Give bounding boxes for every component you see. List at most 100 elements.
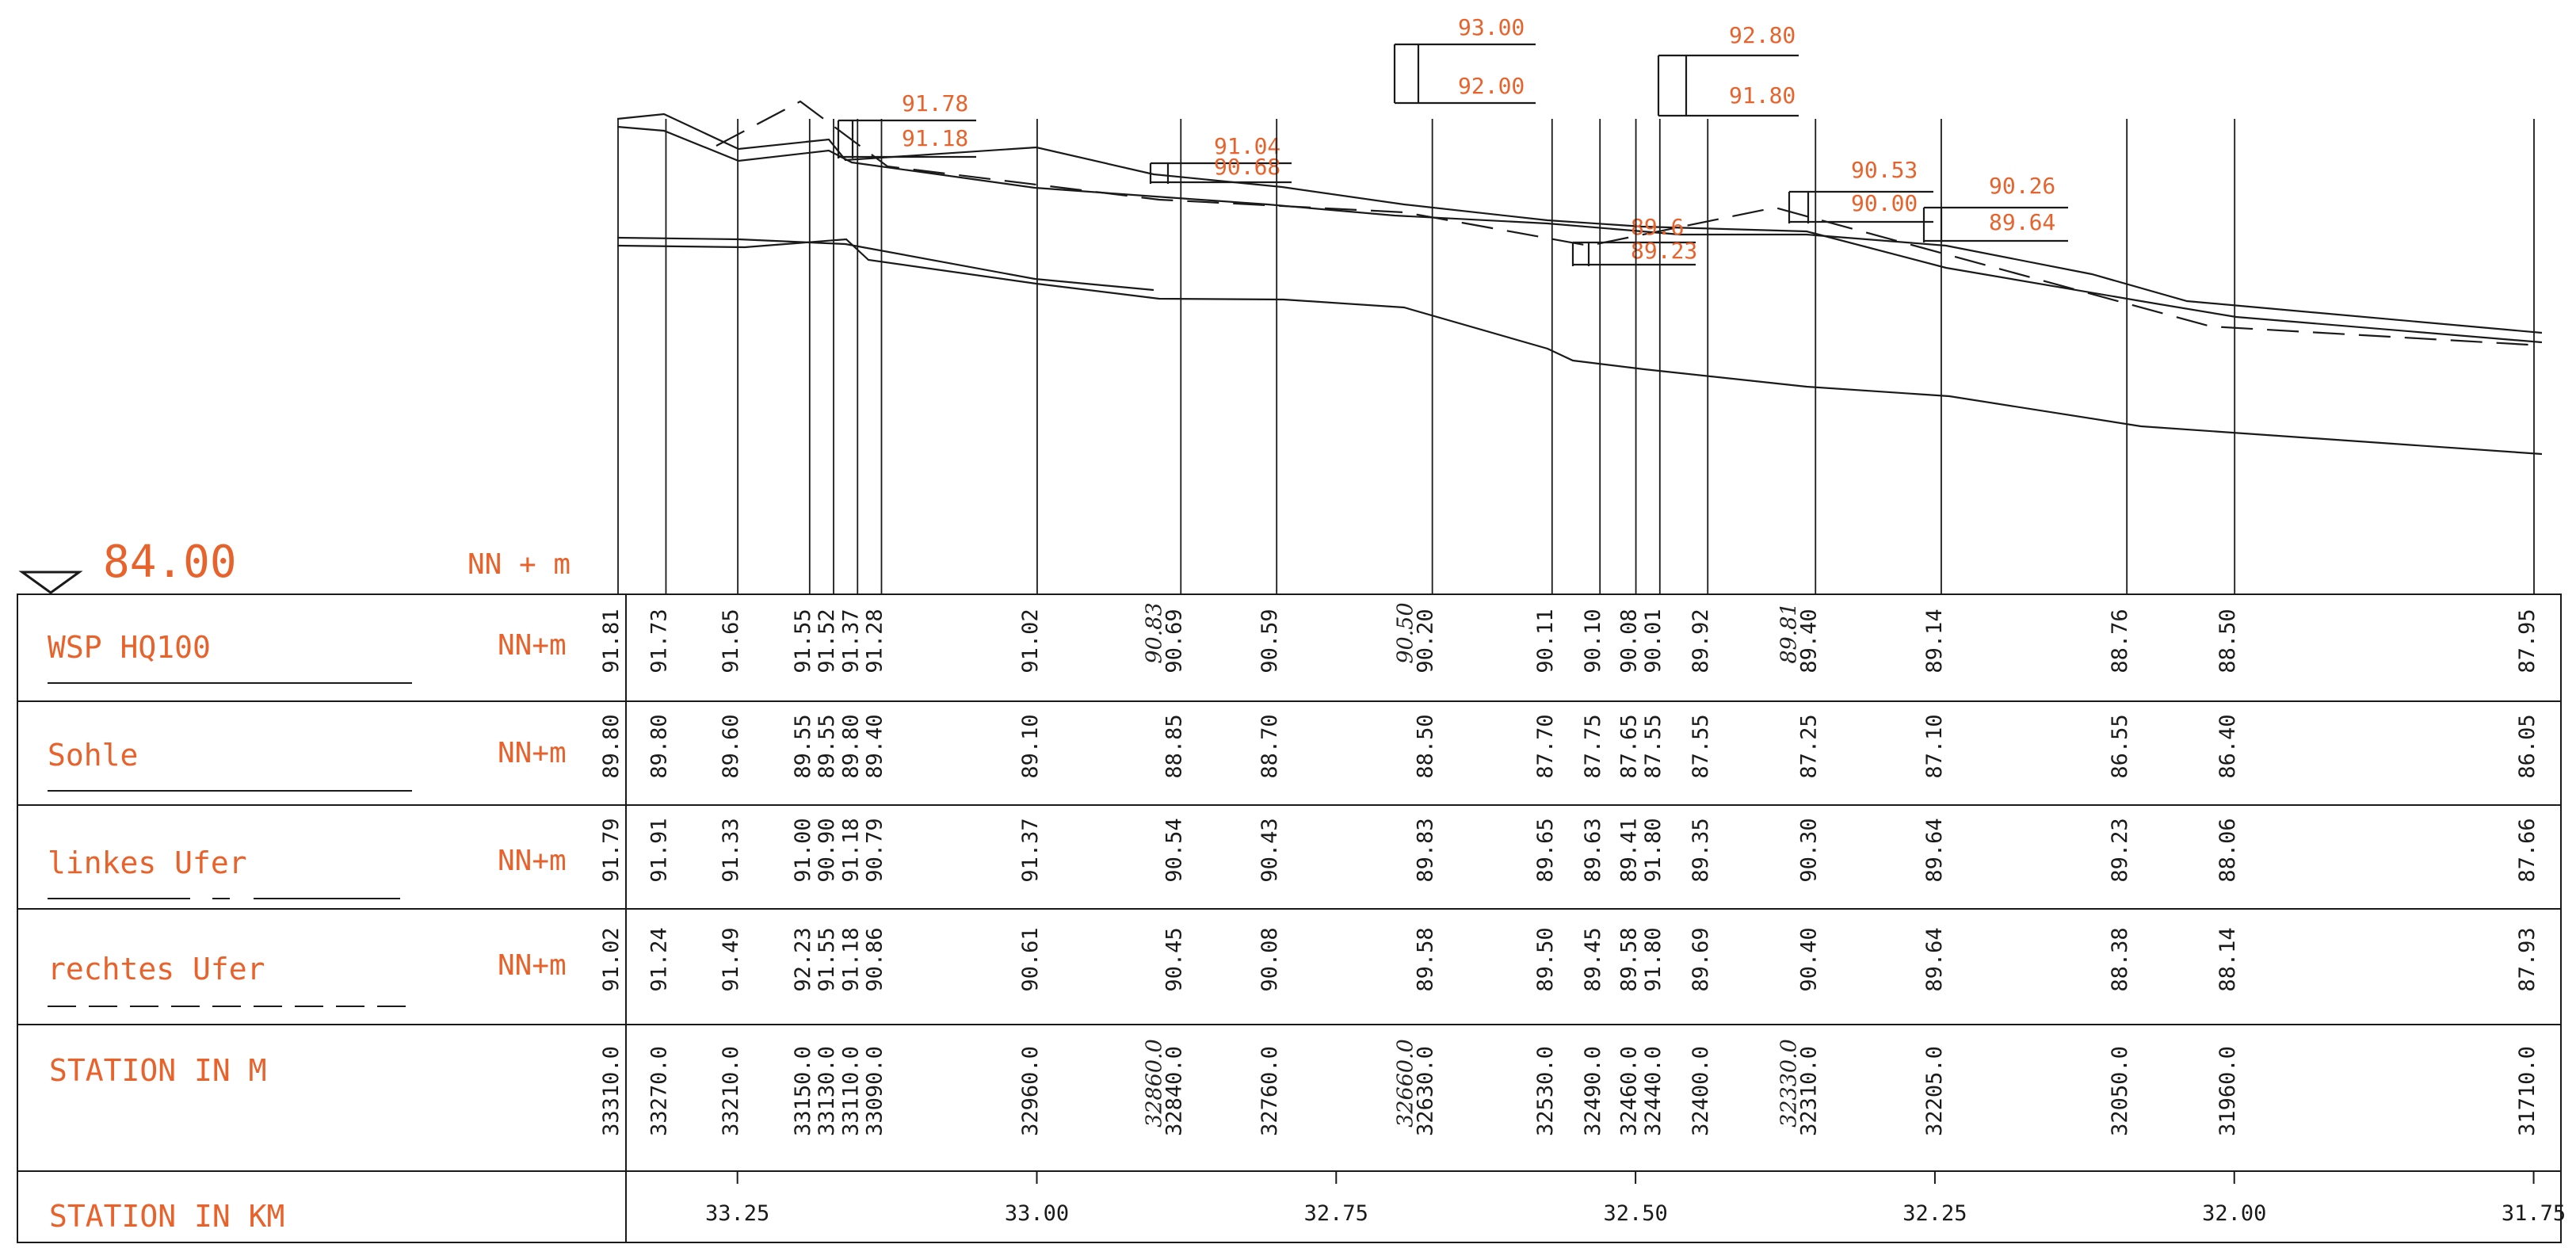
cell-links: 91.80 xyxy=(1641,818,1666,882)
row-unit-sohle: NN+m xyxy=(498,737,567,769)
cell-rechts: 90.61 xyxy=(1018,927,1043,991)
cell-rechts: 91.18 xyxy=(838,927,863,991)
reference-level-triangle xyxy=(18,571,83,594)
structure-6-bottom: 89.64 xyxy=(1989,209,2055,235)
cell-station: 32960.0 xyxy=(1018,1046,1043,1136)
cell-sohle: 87.55 xyxy=(1689,714,1713,778)
cell-wsp: 91.52 xyxy=(815,609,839,673)
handwritten-station-note: 32660.0 xyxy=(1394,1039,1418,1128)
structure-2-top: 91.04 xyxy=(1214,133,1280,159)
cell-wsp: 91.28 xyxy=(862,609,887,673)
cell-wsp: 91.81 xyxy=(599,609,624,673)
cell-station: 33110.0 xyxy=(838,1046,863,1136)
cell-links: 89.64 xyxy=(1922,818,1947,882)
dashed-wsp-line xyxy=(716,100,2543,347)
structure-2-outline xyxy=(1149,162,1292,184)
structure-6-outline xyxy=(1922,206,2068,242)
cell-wsp: 88.76 xyxy=(2108,609,2132,673)
cell-links: 87.66 xyxy=(2515,818,2540,882)
cell-rechts: 89.64 xyxy=(1922,927,1947,991)
cell-wsp: 91.37 xyxy=(838,609,863,673)
cell-links: 91.00 xyxy=(791,818,815,882)
cell-station: 33150.0 xyxy=(791,1046,815,1136)
reference-level-value: 84.00 xyxy=(103,536,237,588)
sub-line xyxy=(616,236,1154,292)
cell-station: 32310.0 xyxy=(1796,1046,1821,1136)
profile-lines xyxy=(616,100,2543,456)
structure-7-bottom: 89.23 xyxy=(1631,238,1697,264)
row-title-rechts: rechtes Ufer xyxy=(48,952,265,987)
cell-rechts: 90.45 xyxy=(1162,927,1186,991)
structure-3-outline xyxy=(1393,43,1536,105)
cell-wsp: 90.59 xyxy=(1257,609,1282,673)
profile-columns: 91.81 89.80 91.79 91.02 33310.0 91.73 89.80 91.… xyxy=(599,119,2540,1136)
cell-sohle: 87.55 xyxy=(1641,714,1666,778)
km-tick-label: 33.25 xyxy=(705,1201,769,1226)
cell-wsp: 87.95 xyxy=(2515,609,2540,673)
cell-sohle: 89.10 xyxy=(1018,714,1043,778)
cell-links: 89.83 xyxy=(1414,818,1438,882)
cell-rechts: 88.14 xyxy=(2215,927,2240,991)
km-tick-label: 32.50 xyxy=(1603,1201,1667,1226)
structure-2-bottom: 90.68 xyxy=(1214,154,1280,180)
cell-sohle: 89.55 xyxy=(815,714,839,778)
cell-links: 91.37 xyxy=(1018,818,1043,882)
cell-station: 32460.0 xyxy=(1617,1046,1642,1136)
structure-4-outline xyxy=(1657,54,1799,117)
cell-wsp: 89.92 xyxy=(1689,609,1713,673)
cell-sohle: 89.60 xyxy=(719,714,743,778)
cell-sohle: 87.25 xyxy=(1796,714,1821,778)
cell-station: 33130.0 xyxy=(815,1046,839,1136)
cell-wsp: 90.10 xyxy=(1581,609,1605,673)
cell-rechts: 90.40 xyxy=(1796,927,1821,991)
cell-sohle: 87.10 xyxy=(1922,714,1947,778)
cell-rechts: 90.86 xyxy=(862,927,887,991)
cell-station: 31960.0 xyxy=(2215,1046,2240,1136)
cell-sohle: 86.05 xyxy=(2515,714,2540,778)
row-title-km: STATION IN KM xyxy=(49,1199,284,1234)
cell-rechts: 89.58 xyxy=(1414,927,1438,991)
cell-links: 90.43 xyxy=(1257,818,1282,882)
table-grid xyxy=(17,593,2562,1243)
row-headers: WSP HQ100 NN+m Sohle NN+m linkes Ufer NN… xyxy=(48,629,567,1234)
structure-1-outline xyxy=(837,119,976,158)
cell-rechts: 89.50 xyxy=(1533,927,1558,991)
cell-rechts: 89.58 xyxy=(1617,927,1642,991)
cell-rechts: 89.45 xyxy=(1581,927,1605,991)
structure-4-top: 92.80 xyxy=(1729,22,1796,48)
structure-3-top: 93.00 xyxy=(1458,14,1525,40)
cell-sohle: 88.70 xyxy=(1257,714,1282,778)
cell-sohle: 89.55 xyxy=(791,714,815,778)
cell-links: 89.35 xyxy=(1689,818,1713,882)
cell-links: 90.79 xyxy=(862,818,887,882)
bank-line xyxy=(616,113,2543,344)
cell-sohle: 89.80 xyxy=(647,714,671,778)
structure-5-top: 90.53 xyxy=(1851,157,1918,183)
cell-station: 32760.0 xyxy=(1257,1046,1282,1136)
water-surface-line xyxy=(616,125,2543,334)
cell-links: 91.79 xyxy=(599,818,624,882)
cell-station: 32440.0 xyxy=(1641,1046,1666,1136)
cell-wsp: 88.50 xyxy=(2215,609,2240,673)
row-title-sohle: Sohle xyxy=(48,738,138,773)
cell-wsp: 90.08 xyxy=(1617,609,1642,673)
cell-sohle: 86.55 xyxy=(2108,714,2132,778)
structure-3-bottom: 92.00 xyxy=(1458,73,1525,99)
cell-wsp: 90.69 xyxy=(1162,609,1186,673)
cell-links: 90.54 xyxy=(1162,818,1186,882)
cell-sohle: 87.70 xyxy=(1533,714,1558,778)
cell-rechts: 89.69 xyxy=(1689,927,1713,991)
row-title-wsp: WSP HQ100 xyxy=(48,630,211,665)
cell-station: 32630.0 xyxy=(1414,1046,1438,1136)
cell-wsp: 90.11 xyxy=(1533,609,1558,673)
structure-6-top: 90.26 xyxy=(1989,173,2055,199)
cell-wsp: 91.02 xyxy=(1018,609,1043,673)
cell-links: 91.18 xyxy=(838,818,863,882)
row-unit-rechts: NN+m xyxy=(498,949,567,982)
cell-station: 32530.0 xyxy=(1533,1046,1558,1136)
cell-sohle: 89.40 xyxy=(862,714,887,778)
cell-station: 33210.0 xyxy=(719,1046,743,1136)
cell-rechts: 91.49 xyxy=(719,927,743,991)
structure-7-top: 89.6 xyxy=(1631,214,1684,240)
